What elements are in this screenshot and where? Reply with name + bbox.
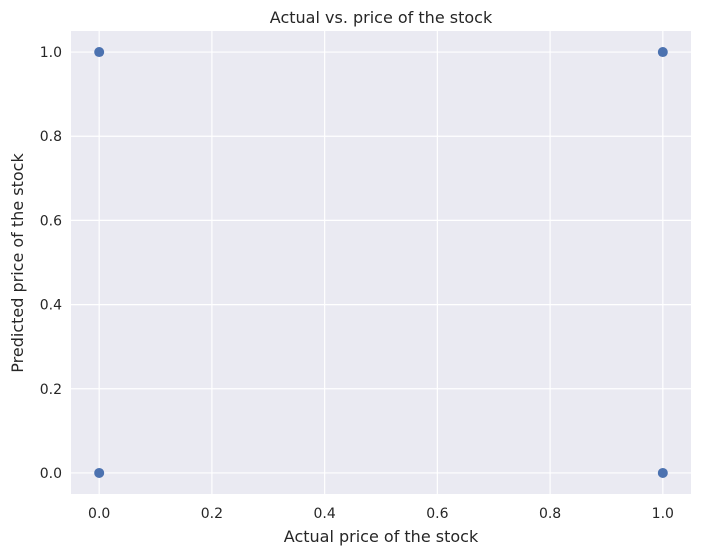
plot-area [71,31,691,494]
x-tick-label: 0.0 [88,506,110,522]
x-tick-label: 1.0 [652,506,674,522]
x-tick-label: 0.2 [201,506,223,522]
x-tick-label: 0.8 [539,506,561,522]
x-tick-labels: 0.0 0.2 0.4 0.6 0.8 1.0 [88,506,674,522]
y-tick-label: 1.0 [40,45,62,61]
data-point [94,47,105,58]
data-point [657,47,668,58]
data-point [94,467,105,478]
y-tick-label: 0.8 [40,129,62,145]
x-axis-label: Actual price of the stock [284,527,479,546]
data-point [657,467,668,478]
chart-title: Actual vs. price of the stock [270,8,493,27]
x-gridlines [98,31,664,494]
y-tick-labels: 0.0 0.2 0.4 0.6 0.8 1.0 [40,45,62,482]
y-tick-label: 0.2 [40,382,62,398]
x-tick-label: 0.4 [314,506,336,522]
y-gridlines [71,51,691,474]
y-tick-label: 0.6 [40,213,62,229]
x-tick-label: 0.6 [426,506,448,522]
y-tick-label: 0.4 [40,298,62,314]
y-tick-label: 0.0 [40,466,62,482]
data-points [94,47,668,478]
y-axis-label: Predicted price of the stock [8,153,27,373]
